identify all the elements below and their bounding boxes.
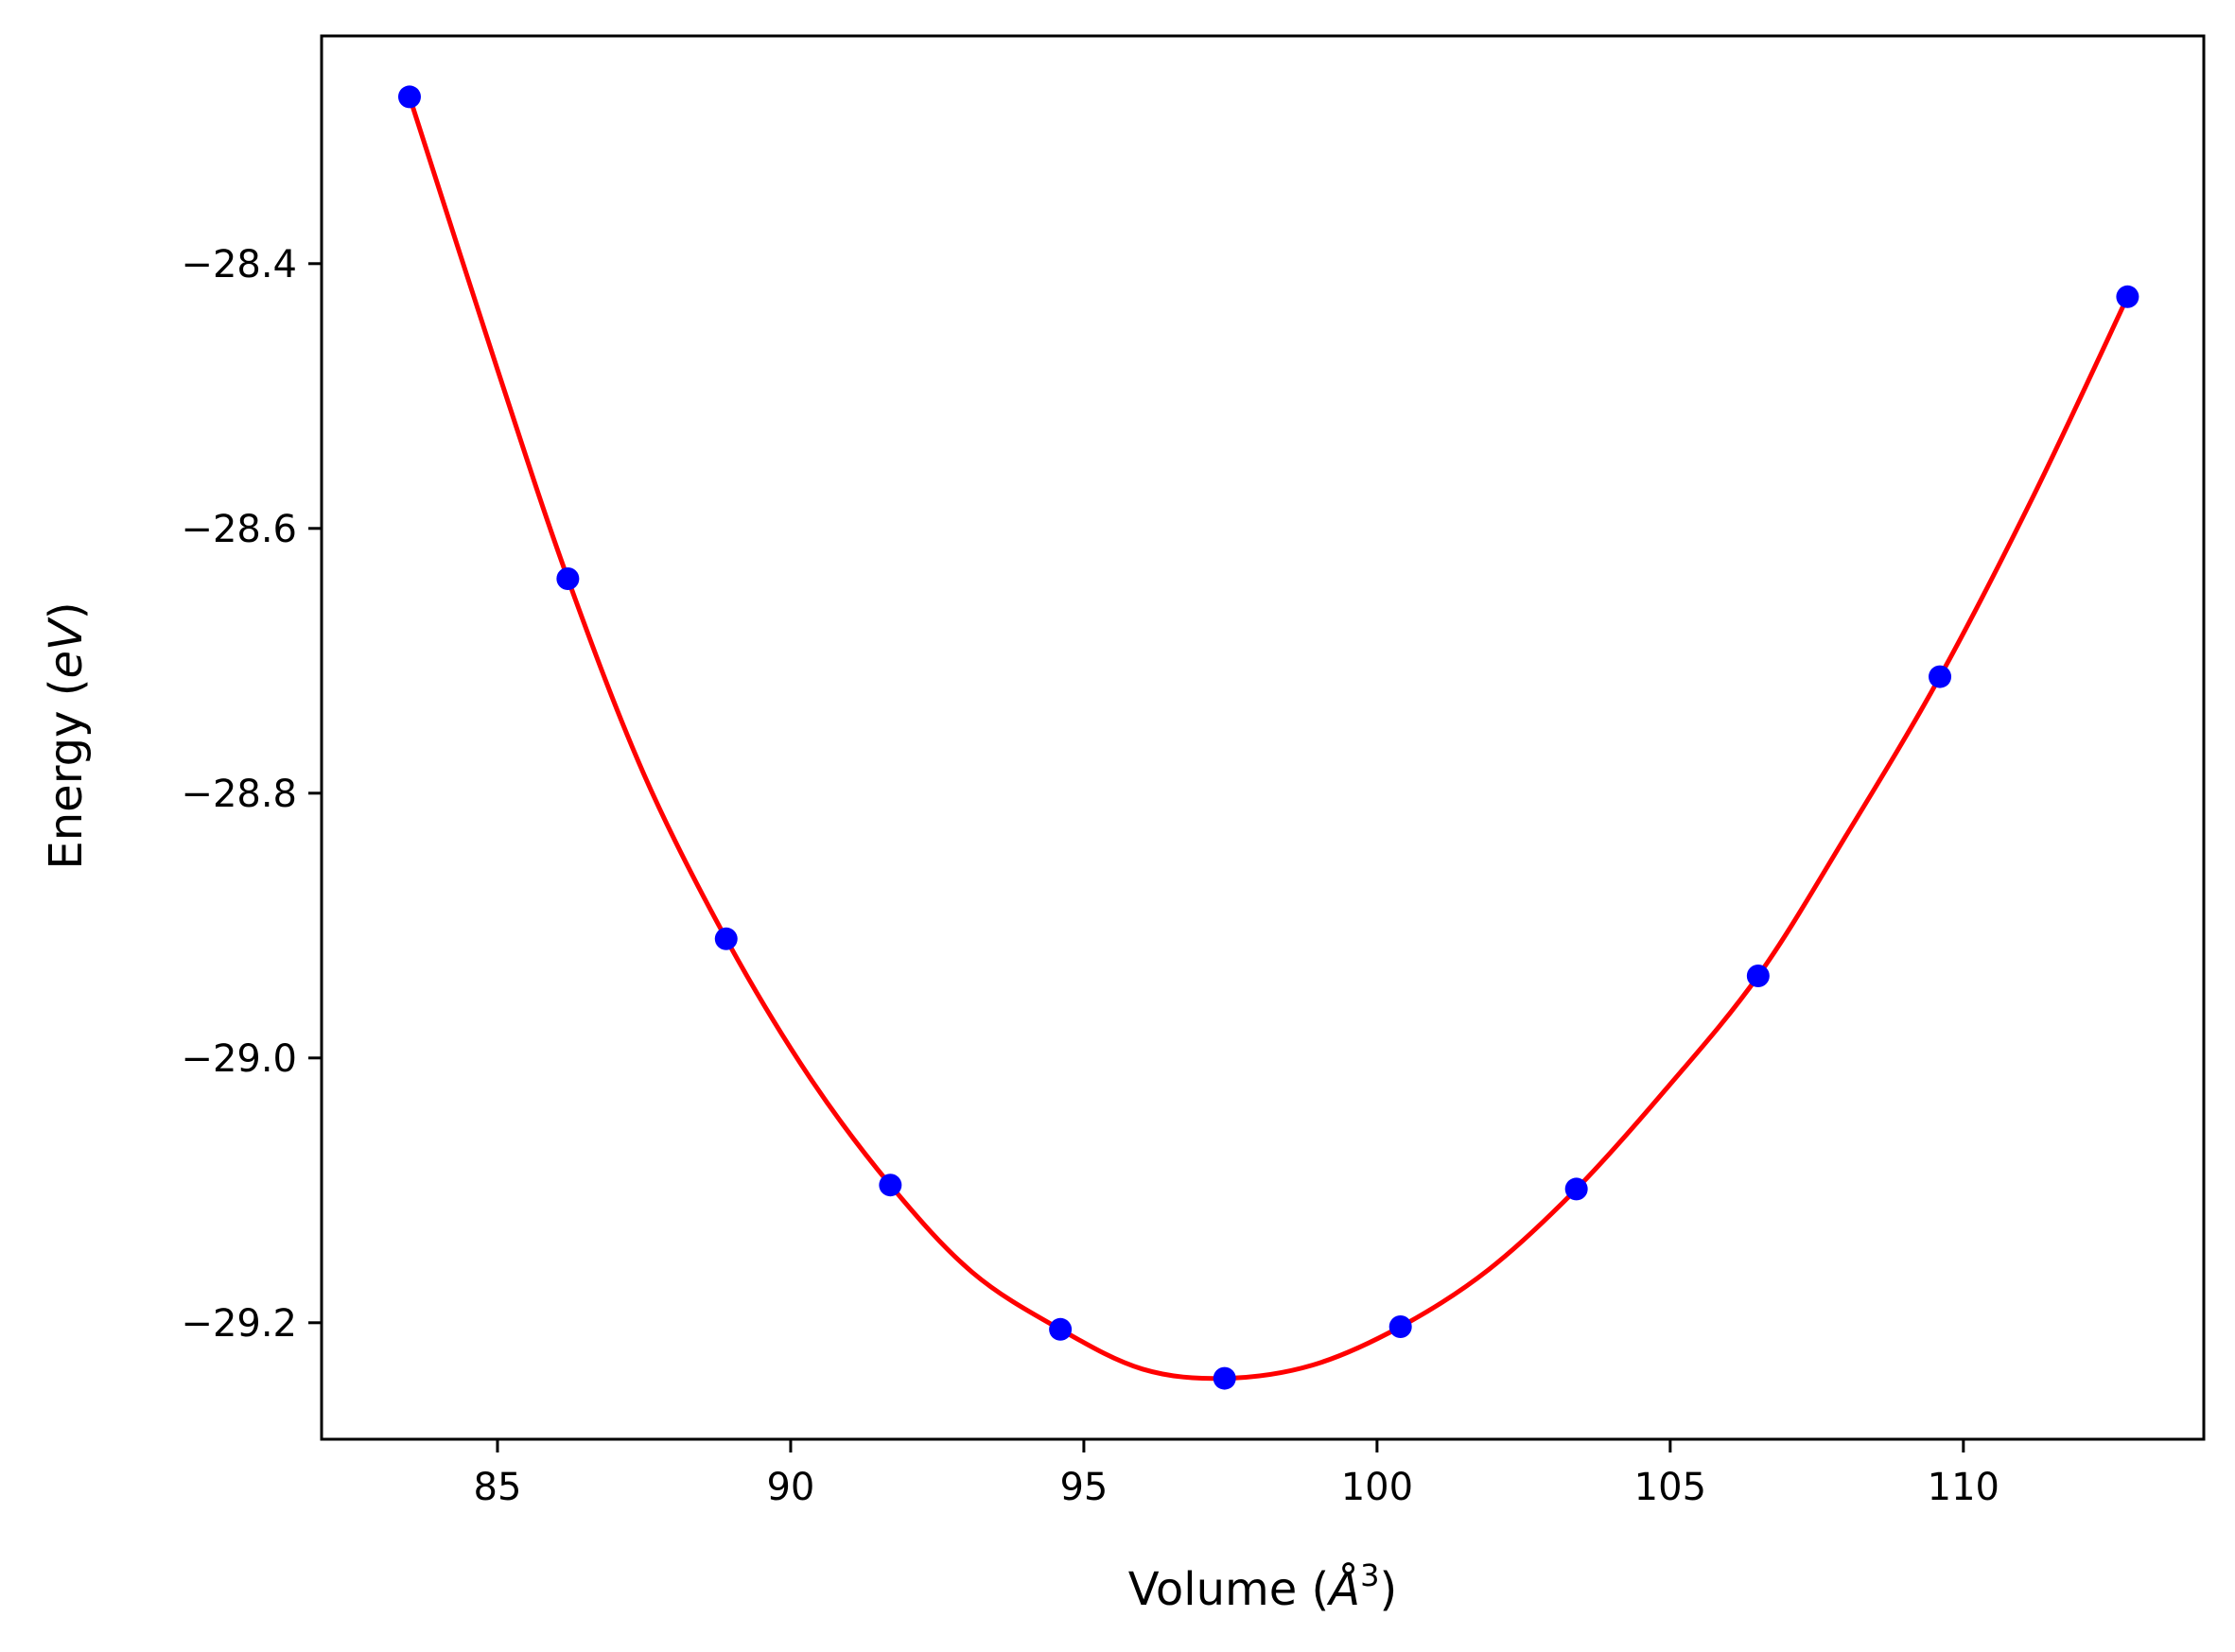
x-tick-label: 95: [1059, 1466, 1108, 1509]
y-tick-label: −28.6: [181, 508, 297, 551]
data-point: [1388, 1315, 1412, 1338]
y-axis-label-prefix: Energy (: [40, 679, 93, 870]
x-tick-label: 85: [474, 1466, 522, 1509]
y-axis-label-suffix: ): [40, 601, 93, 619]
y-tick-label: −28.8: [181, 773, 297, 816]
y-axis-ticks: −28.4 −28.6 −28.8 −29.0 −29.2: [181, 243, 322, 1346]
x-tick-label: 110: [1928, 1466, 1999, 1509]
x-axis-label-suffix: ): [1379, 1563, 1397, 1616]
x-axis-label: Volume (Å3): [1128, 1557, 1397, 1616]
data-point: [714, 927, 738, 950]
y-axis-label: Energy (eV): [40, 601, 93, 869]
data-point: [1929, 665, 1952, 688]
y-tick-label: −29.0: [181, 1037, 297, 1081]
x-axis-label-superscript: 3: [1360, 1557, 1379, 1593]
data-point: [2116, 285, 2139, 308]
plot-area: [322, 36, 2204, 1439]
plot-frame: [320, 34, 2206, 1441]
x-axis-label-prefix: Volume (: [1128, 1563, 1330, 1616]
data-point: [397, 85, 421, 109]
data-point: [1746, 965, 1770, 987]
data-point: [1213, 1366, 1236, 1390]
x-tick-label: 100: [1341, 1466, 1413, 1509]
data-point: [1049, 1317, 1073, 1341]
data-point: [556, 567, 580, 590]
x-tick-label: 105: [1634, 1466, 1706, 1509]
x-axis-label-unit: Å: [1326, 1562, 1360, 1616]
y-axis-label-unit: eV: [40, 617, 93, 679]
data-point: [879, 1174, 902, 1197]
y-tick-label: −29.2: [181, 1302, 297, 1346]
x-axis-ticks: 85 90 95 100 105 110: [474, 1439, 1999, 1509]
data-points-layer: [397, 85, 2139, 1390]
x-tick-label: 90: [766, 1466, 814, 1509]
y-tick-label: −28.4: [181, 243, 297, 287]
data-point: [1564, 1177, 1588, 1201]
